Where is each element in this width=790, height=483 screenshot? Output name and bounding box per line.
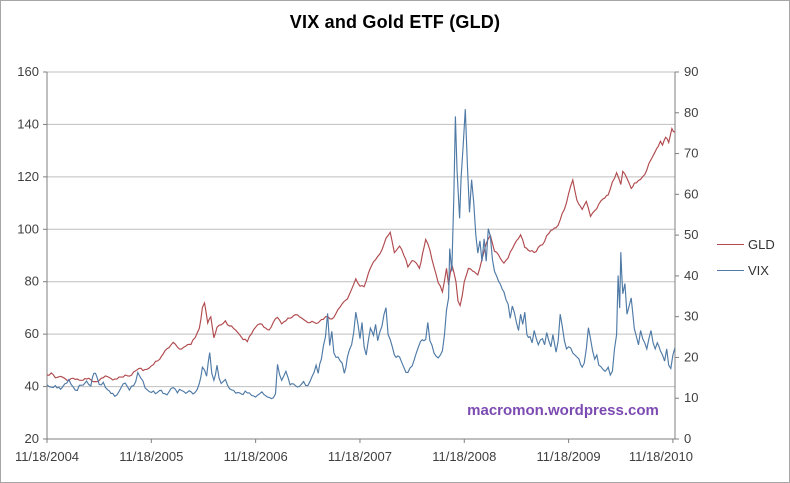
x-axis-label: 11/18/2007 <box>328 449 392 464</box>
legend-label-vix: VIX <box>748 263 769 278</box>
axis-lines <box>46 72 676 440</box>
gridlines <box>47 71 675 440</box>
legend-entry-vix: VIX <box>717 263 775 278</box>
right-axis-label: 10 <box>684 390 698 405</box>
left-axis-label: 140 <box>17 116 39 131</box>
legend: GLD VIX <box>717 237 775 278</box>
x-axis-label: 11/18/2010 <box>629 449 693 464</box>
left-axis-label: 100 <box>17 221 39 236</box>
right-axis-label: 70 <box>684 146 698 161</box>
right-axis-label: 30 <box>684 309 698 324</box>
series-line-gld <box>47 126 675 383</box>
right-axis-label: 90 <box>684 64 698 79</box>
left-axis-label: 60 <box>25 326 39 341</box>
right-axis-label: 60 <box>684 186 698 201</box>
x-axis-label: 11/18/2005 <box>119 449 183 464</box>
x-axis-label: 11/18/2004 <box>15 449 79 464</box>
right-axis-label: 0 <box>684 431 691 446</box>
chart-title: VIX and Gold ETF (GLD) <box>289 12 501 32</box>
gld-line-swatch <box>717 244 744 245</box>
x-axis-ticks: 11/18/2004 11/18/2005 11/18/2006 11/18/2007… <box>15 439 693 464</box>
series-line-vix <box>47 109 675 400</box>
legend-label-gld: GLD <box>748 237 775 252</box>
left-axis-label: 20 <box>25 431 39 446</box>
x-axis-label: 11/18/2009 <box>537 449 601 464</box>
right-axis-label: 20 <box>684 349 698 364</box>
x-axis-label: 11/18/2006 <box>224 449 288 464</box>
left-axis-label: 120 <box>17 169 39 184</box>
right-axis-label: 50 <box>684 227 698 242</box>
left-axis-label: 40 <box>25 379 39 394</box>
left-axis-label: 160 <box>17 64 39 79</box>
left-axis-ticks: 160 140 120 100 80 60 40 20 <box>17 64 47 446</box>
right-axis-label: 80 <box>684 105 698 120</box>
legend-entry-gld: GLD <box>717 237 775 252</box>
x-axis-label: 11/18/2008 <box>432 449 496 464</box>
right-axis-label: 40 <box>684 268 698 283</box>
left-axis-label: 80 <box>25 274 39 289</box>
watermark: macromon.wordpress.com <box>467 402 659 419</box>
right-axis-ticks: 90 80 70 60 50 40 30 20 10 0 <box>675 64 698 446</box>
vix-line-swatch <box>717 270 744 271</box>
